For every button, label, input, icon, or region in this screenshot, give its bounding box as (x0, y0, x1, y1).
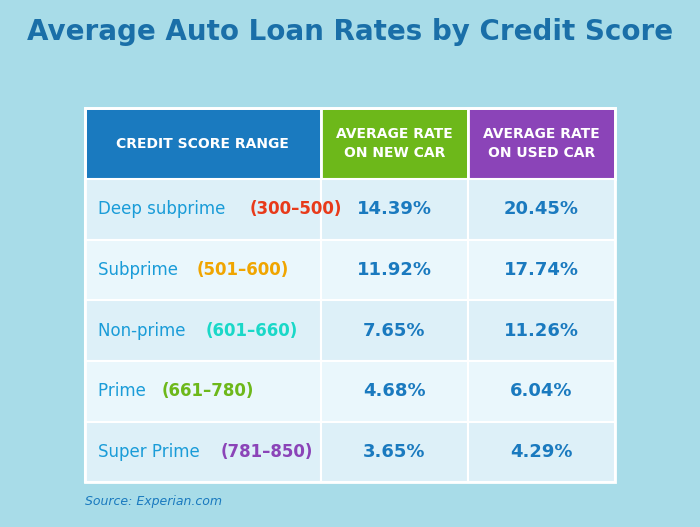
Text: (661–780): (661–780) (162, 382, 254, 401)
FancyBboxPatch shape (85, 361, 321, 422)
Text: AVERAGE RATE
ON NEW CAR: AVERAGE RATE ON NEW CAR (336, 128, 453, 160)
FancyBboxPatch shape (85, 240, 321, 300)
Text: 11.92%: 11.92% (357, 261, 432, 279)
Text: Subprime: Subprime (97, 261, 188, 279)
Text: 17.74%: 17.74% (504, 261, 579, 279)
FancyBboxPatch shape (321, 108, 468, 179)
FancyBboxPatch shape (468, 422, 615, 482)
Text: CREDIT SCORE RANGE: CREDIT SCORE RANGE (116, 136, 289, 151)
Text: 4.29%: 4.29% (510, 443, 573, 461)
FancyBboxPatch shape (85, 300, 321, 361)
Text: 3.65%: 3.65% (363, 443, 426, 461)
Text: AVERAGE RATE
ON USED CAR: AVERAGE RATE ON USED CAR (483, 128, 600, 160)
Text: (781–850): (781–850) (221, 443, 314, 461)
Text: 14.39%: 14.39% (357, 200, 432, 219)
FancyBboxPatch shape (321, 361, 468, 422)
Text: 4.68%: 4.68% (363, 382, 426, 401)
Text: Average Auto Loan Rates by Credit Score: Average Auto Loan Rates by Credit Score (27, 18, 673, 46)
FancyBboxPatch shape (321, 422, 468, 482)
Text: 7.65%: 7.65% (363, 321, 426, 340)
Text: (501–600): (501–600) (197, 261, 289, 279)
FancyBboxPatch shape (468, 361, 615, 422)
FancyBboxPatch shape (468, 179, 615, 240)
FancyBboxPatch shape (468, 108, 615, 179)
Text: 6.04%: 6.04% (510, 382, 573, 401)
Text: Non-prime: Non-prime (97, 321, 195, 340)
FancyBboxPatch shape (85, 179, 321, 240)
FancyBboxPatch shape (85, 108, 321, 179)
Text: (300–500): (300–500) (249, 200, 342, 219)
Text: Source: Experian.com: Source: Experian.com (85, 495, 222, 509)
Text: Deep subprime: Deep subprime (97, 200, 235, 219)
Text: 11.26%: 11.26% (504, 321, 579, 340)
Text: 20.45%: 20.45% (504, 200, 579, 219)
FancyBboxPatch shape (321, 240, 468, 300)
FancyBboxPatch shape (85, 422, 321, 482)
FancyBboxPatch shape (468, 300, 615, 361)
FancyBboxPatch shape (321, 300, 468, 361)
Text: (601–660): (601–660) (205, 321, 298, 340)
FancyBboxPatch shape (468, 240, 615, 300)
Text: Super Prime: Super Prime (97, 443, 210, 461)
Text: Prime: Prime (97, 382, 156, 401)
FancyBboxPatch shape (321, 179, 468, 240)
